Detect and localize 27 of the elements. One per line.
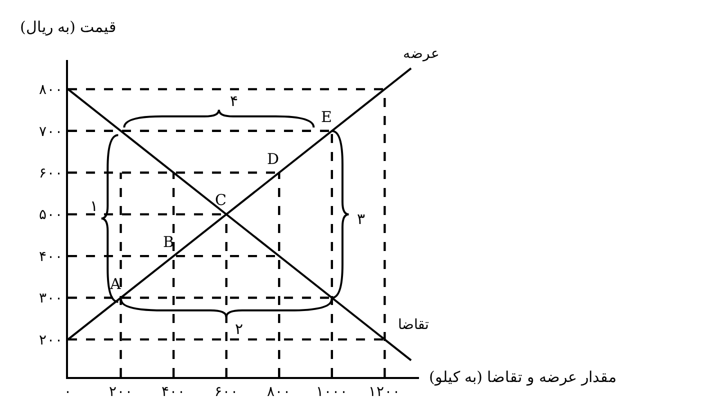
x-tick-label: ۴۰۰ — [162, 384, 186, 400]
annotation: A — [109, 275, 121, 293]
annotation: ۴ — [230, 92, 238, 110]
annotation: B — [163, 233, 174, 251]
y-tick-label: ۴۰۰ — [39, 248, 64, 265]
x-tick-label: ۱۰۰۰ — [316, 384, 348, 400]
y-tick-label: ۲۰۰ — [39, 332, 64, 348]
annotation: D — [267, 150, 280, 168]
x-tick-label: ۱۲۰۰ — [368, 384, 401, 400]
x-tick-label: ۸۰۰ — [267, 384, 292, 400]
annotation: E — [321, 108, 332, 126]
y-tick-label: ۵۰۰ — [39, 207, 64, 224]
y-tick-label: ۶۰۰ — [39, 166, 64, 182]
annotation: ۱ — [90, 197, 98, 215]
y-tick-label: ۳۰۰ — [39, 290, 64, 307]
annotation: C — [215, 191, 226, 209]
y-tick-label: ۸۰۰ — [39, 82, 64, 98]
y-tick-label: ۷۰۰ — [39, 124, 64, 140]
x-tick-label: ۲۰۰ — [108, 384, 133, 400]
x-tick-label: ۶۰۰ — [214, 384, 238, 400]
annotation: ۲ — [235, 320, 243, 338]
series-label: عرضه — [403, 46, 439, 62]
x-axis-title: مقدار عرضه و تقاضا (به کیلو) — [429, 368, 617, 386]
series-label: تقاضا — [398, 317, 429, 333]
y-axis-title: قیمت (به ریال) — [20, 18, 116, 36]
x-tick-label: ۰ — [64, 384, 72, 400]
annotation: ۳ — [357, 210, 365, 228]
